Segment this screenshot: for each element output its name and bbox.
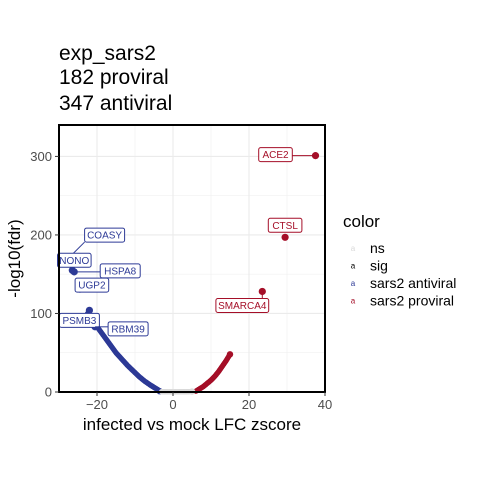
y-axis-title: -log10(fdr) bbox=[5, 219, 24, 297]
x-tick-label: −20 bbox=[86, 397, 108, 412]
chart-subtitle-proviral: 182 proviral bbox=[59, 66, 169, 89]
legend-key: a bbox=[351, 279, 356, 288]
axes: −20 0 20 40 0 100 200 300 bbox=[30, 124, 332, 412]
y-tick-label: 0 bbox=[45, 385, 52, 400]
plot-border bbox=[58, 124, 326, 393]
gene-label: COASY bbox=[87, 231, 122, 242]
legend-label: sars2 antiviral bbox=[370, 275, 456, 291]
gene-label-box bbox=[107, 321, 149, 337]
gene-label-box bbox=[258, 147, 293, 163]
gene-label: SMARCA4 bbox=[218, 301, 267, 312]
y-tick-label: 300 bbox=[30, 149, 52, 164]
legend-label: ns bbox=[370, 240, 385, 256]
gene-label-box bbox=[57, 252, 92, 268]
chart-title: exp_sars2 bbox=[59, 42, 156, 65]
data-point bbox=[85, 306, 93, 314]
y-tick-label: 100 bbox=[30, 306, 52, 321]
legend-label: sars2 proviral bbox=[370, 293, 454, 309]
y-tick-label: 200 bbox=[30, 227, 52, 242]
legend-key: a bbox=[351, 297, 356, 306]
data-point bbox=[281, 233, 289, 241]
gene-label-box bbox=[99, 263, 141, 279]
x-tick-label: 40 bbox=[318, 397, 332, 412]
gene-label-box bbox=[267, 217, 303, 233]
chart-subtitle-antiviral: 347 antiviral bbox=[59, 92, 173, 115]
data-point bbox=[226, 351, 234, 358]
gene-label: PSMB3 bbox=[62, 316, 96, 327]
legend-key: a bbox=[351, 244, 356, 253]
gene-label-box bbox=[84, 227, 126, 243]
gene-label: CTSL bbox=[272, 221, 298, 232]
grid bbox=[58, 125, 326, 393]
gene-label: ACE2 bbox=[262, 150, 289, 161]
legend-title: color bbox=[343, 212, 380, 231]
gene-label: UGP2 bbox=[78, 281, 106, 292]
legend-label: sig bbox=[370, 258, 388, 274]
legend: color a ns a sig a sars2 antiviral a sars2 provi… bbox=[343, 212, 456, 309]
gene-label-box bbox=[215, 297, 270, 313]
gene-label-box bbox=[74, 277, 110, 293]
x-tick-label: 20 bbox=[242, 397, 256, 412]
gene-label: HSPA8 bbox=[104, 266, 136, 277]
legend-key: a bbox=[351, 262, 356, 271]
gene-label: RBM39 bbox=[111, 324, 145, 335]
gene-label: NONO bbox=[59, 256, 89, 267]
gene-labels: ACE2 CTSL SMARCA4 COASY NONO HSPA8 UGP2 PSMB3 RB… bbox=[57, 147, 316, 337]
x-axis-title: infected vs mock LFC zscore bbox=[83, 415, 301, 434]
x-tick-label: 0 bbox=[169, 397, 176, 412]
